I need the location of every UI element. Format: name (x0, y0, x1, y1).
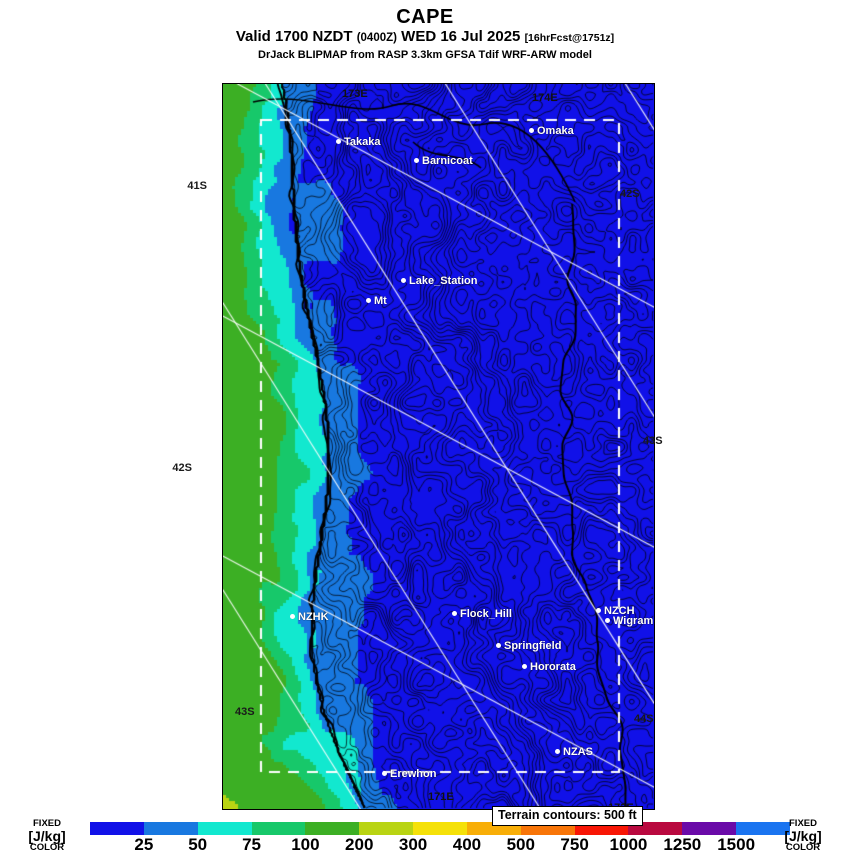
station-label-nzch: NZCH (604, 605, 635, 617)
colorbar-segment-12 (736, 822, 790, 835)
station-label-hororata: Hororata (530, 661, 576, 673)
lon-label-174E: 174E (532, 92, 558, 104)
lat-label-42S-2: 42S (620, 188, 640, 200)
colorbar-tick-1500: 1500 (717, 835, 756, 854)
title-block: CAPE Valid 1700 NZDT (0400Z) WED 16 Jul … (0, 0, 850, 62)
colorbar-right-caption: FIXED [J/kg] COLOR (775, 819, 831, 852)
colorbar-segment-4 (305, 822, 360, 835)
station-label-lake_station: Lake_Station (409, 275, 478, 287)
colorbar-segment-5 (359, 822, 414, 835)
colorbar-tick-labels: 25 50 75 100 200 300 400 500 750 1000 1250 1500 (90, 835, 790, 857)
colorbar-tick-1000: 1000 (609, 835, 648, 854)
colorbar-left-caption: FIXED [J/kg] COLOR (19, 819, 75, 852)
station-dot-erewhon (382, 771, 387, 776)
colorbar-color-label-left: COLOR (29, 841, 65, 853)
station-dot-takaka (336, 139, 341, 144)
station-dot-nzas (555, 749, 560, 754)
station-label-barnicoat: Barnicoat (422, 155, 473, 167)
colorbar-unit-right: [J/kg] (784, 827, 822, 844)
colorbar-tick-50: 50 (188, 835, 208, 854)
station-dot-mt (366, 298, 371, 303)
colorbar-tick-25: 25 (134, 835, 154, 854)
lon-label-171E: 171E (428, 791, 454, 803)
lat-label-42S-1: 42S (172, 462, 192, 474)
colorbar-segment-1 (143, 822, 198, 835)
colorbar-unit-left: [J/kg] (28, 827, 66, 844)
station-label-nzas: NZAS (563, 746, 593, 758)
lat-label-43S-4: 43S (235, 706, 255, 718)
lon-label-173E: 173E (342, 88, 368, 100)
colorbar-gradient-strip (90, 822, 790, 835)
station-label-omaka: Omaka (537, 125, 574, 137)
station-dot-lake_station (401, 278, 406, 283)
station-label-flock_hill: Flock_Hill (460, 608, 512, 620)
station-dot-hororata (522, 664, 527, 669)
colorbar-color-label-right: COLOR (785, 841, 821, 853)
colorbar-fixed-label-right: FIXED (789, 818, 817, 829)
station-dot-springfield (496, 643, 501, 648)
colorbar: FIXED [J/kg] COLOR 25 50 75 100 200 300 400 500… (0, 818, 850, 860)
cape-field-canvas (223, 84, 654, 809)
colorbar-tick-75: 75 (242, 835, 261, 854)
lat-label-44S-5: 44S (634, 713, 654, 725)
colorbar-segment-6 (413, 822, 467, 835)
colorbar-fixed-label-left: FIXED (33, 818, 61, 829)
page-title: CAPE (396, 6, 454, 28)
station-label-takaka: Takaka (344, 136, 381, 148)
colorbar-tick-200: 200 (345, 835, 374, 854)
colorbar-tick-100: 100 (291, 835, 320, 854)
station-label-wigram: Wigram (613, 615, 654, 627)
valid-time-prefix: Valid 1700 NZDT (235, 28, 353, 45)
valid-date: WED 16 Jul 2025 (401, 28, 521, 45)
station-label-erewhon: Erewhon (390, 768, 437, 780)
colorbar-segment-11 (682, 822, 737, 835)
station-dot-nzhk (290, 614, 295, 619)
lat-label-41S-0: 41S (187, 180, 207, 192)
station-dot-omaka (529, 128, 534, 133)
forecast-tag: [16hrFcst@1751z] (524, 32, 615, 44)
colorbar-tick-300: 300 (398, 835, 428, 854)
weather-map[interactable]: Takaka Barnicoat Omaka Lake_Station Mt NZHK Fl… (222, 83, 655, 810)
station-dot-barnicoat (414, 158, 419, 163)
station-dot-wigram (605, 618, 610, 623)
colorbar-tick-750: 750 (560, 835, 589, 854)
lon-label-172E: 172E (608, 802, 634, 809)
colorbar-tick-400: 400 (452, 835, 482, 854)
valid-time-line: Valid 1700 NZDT (0400Z) WED 16 Jul 2025 … (0, 28, 850, 47)
lat-label-43S-3: 43S (643, 435, 663, 447)
colorbar-segment-2 (197, 822, 252, 835)
colorbar-segment-0 (90, 822, 144, 835)
terrain-contour-legend: Terrain contours: 500 ft (492, 806, 643, 826)
valid-time-utc: (0400Z) (356, 32, 397, 44)
station-label-mt: Mt (374, 295, 387, 307)
colorbar-tick-1250: 1250 (663, 835, 702, 854)
station-label-nzhk: NZHK (298, 611, 329, 623)
colorbar-segment-3 (251, 822, 306, 835)
station-dot-flock_hill (452, 611, 457, 616)
model-description: DrJack BLIPMAP from RASP 3.3km GFSA Tdif… (258, 49, 592, 61)
colorbar-tick-500: 500 (506, 835, 535, 854)
station-dot-nzch (596, 608, 601, 613)
station-label-springfield: Springfield (504, 640, 562, 652)
